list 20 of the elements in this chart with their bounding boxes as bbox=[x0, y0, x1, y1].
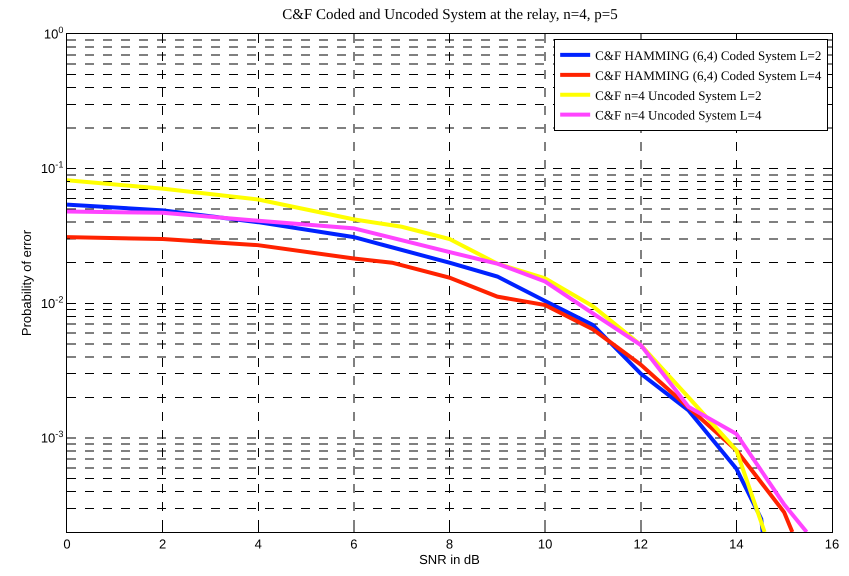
y-tick-label: 10$^{-3}$ bbox=[40, 428, 64, 446]
y-tick-label: 10$^{-2}$ bbox=[40, 294, 64, 311]
x-tick-label: 8 bbox=[446, 536, 454, 552]
legend-label: C&F n=4 Uncoded System L=2 bbox=[595, 88, 762, 103]
legend-label: C&F n=4 Uncoded System L=4 bbox=[595, 108, 762, 123]
y-axis-title: Probability of error bbox=[18, 229, 34, 336]
legend-label: C&F HAMMING (6,4) Coded System L=4 bbox=[595, 68, 822, 83]
x-axis-title: SNR in dB bbox=[419, 552, 480, 568]
x-tick-label: 4 bbox=[254, 536, 262, 552]
x-tick-label: 0 bbox=[63, 536, 71, 552]
x-tick-label: 12 bbox=[634, 536, 648, 552]
x-tick-label: 14 bbox=[729, 536, 744, 552]
chart-title: C&F Coded and Uncoded System at the relay, n=4, p=5 bbox=[282, 7, 618, 24]
x-tick-label: 6 bbox=[350, 536, 358, 552]
y-tick-label: 10$^{-1}$ bbox=[40, 160, 64, 176]
x-tick-label: 10 bbox=[538, 536, 552, 552]
y-tick-label: 10$^{0}$ bbox=[44, 25, 64, 42]
x-tick-label: 2 bbox=[159, 536, 166, 552]
legend-label: C&F HAMMING (6,4) Coded System L=2 bbox=[595, 48, 822, 63]
x-tick-label: 16 bbox=[824, 536, 840, 552]
